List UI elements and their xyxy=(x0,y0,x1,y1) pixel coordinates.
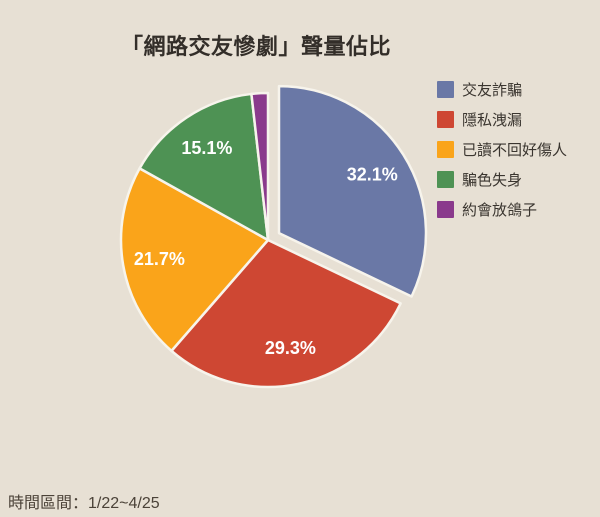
legend-label: 騙色失身 xyxy=(462,172,523,189)
legend-item: 交友詐騙 xyxy=(437,81,567,99)
slice-percentage-label: 32.1% xyxy=(347,164,398,184)
pie-slice xyxy=(277,84,428,298)
pie-slice xyxy=(170,238,402,389)
legend-label: 隱私洩漏 xyxy=(462,112,523,129)
legend-swatch xyxy=(437,171,454,188)
legend-swatch xyxy=(437,81,454,98)
legend-item: 約會放鴿子 xyxy=(437,201,567,219)
pie-slice xyxy=(119,167,270,353)
legend-item: 隱私洩漏 xyxy=(437,111,567,129)
legend-swatch xyxy=(437,201,454,218)
legend-swatch xyxy=(437,141,454,158)
legend-label: 交友詐騙 xyxy=(462,82,523,99)
time-range-caption: 時間區間：1/22~4/25 xyxy=(8,495,160,512)
slice-percentage-label: 21.7% xyxy=(134,249,185,269)
slice-percentage-label: 29.3% xyxy=(265,338,316,358)
legend-swatch xyxy=(437,111,454,128)
legend-item: 騙色失身 xyxy=(437,171,567,189)
legend-label: 已讀不回好傷人 xyxy=(462,142,568,159)
legend-label: 約會放鴿子 xyxy=(462,202,538,219)
legend-item: 已讀不回好傷人 xyxy=(437,141,568,159)
pie-slice xyxy=(250,91,270,242)
pie-slice xyxy=(138,92,270,242)
legend: 交友詐騙 隱私洩漏 已讀不回好傷人 騙色失身 約會放鴿子 xyxy=(437,81,567,231)
slice-percentage-label: 15.1% xyxy=(181,138,232,158)
chart-title: 「網路交友慘劇」聲量佔比 xyxy=(120,34,391,59)
